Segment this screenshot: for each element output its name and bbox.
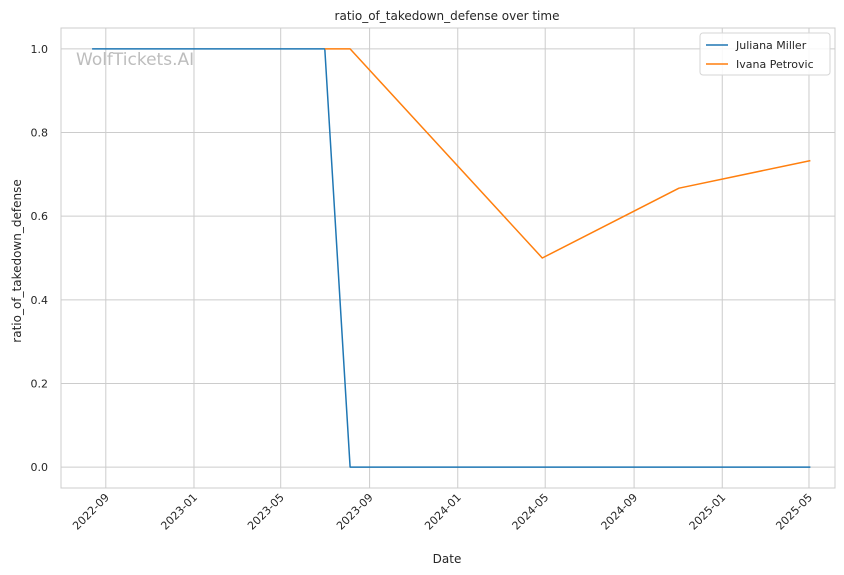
x-tick-label: 2024-09 [599,491,641,533]
legend: Juliana Miller Ivana Petrovic [699,32,831,76]
chart-title: ratio_of_takedown_defense over time [335,9,560,23]
x-tick-label: 2024-01 [422,491,464,533]
x-tick-label: 2025-05 [773,491,815,533]
x-tick-label: 2023-05 [245,491,287,533]
y-tick-label: 0.0 [31,461,49,474]
y-tick-label: 1.0 [31,43,49,56]
y-tick-label: 0.6 [31,210,49,223]
y-tick-label: 0.8 [31,127,49,140]
x-tick-label: 2022-09 [70,491,112,533]
grid-lines [61,28,835,488]
x-tick-label: 2023-01 [158,491,200,533]
legend-label-1: Juliana Miller [735,39,807,52]
y-tick-label: 0.2 [31,377,49,390]
plot-area [60,27,836,489]
x-tick-label: 2023-09 [334,491,376,533]
y-axis-label: ratio_of_takedown_defense [10,179,24,342]
x-tick-label: 2024-05 [510,491,552,533]
legend-box [699,32,831,76]
series-line-1 [92,48,811,468]
legend-label-2: Ivana Petrovic [736,58,814,71]
y-tick-label: 0.4 [31,294,49,307]
x-tick-label: 2025-01 [687,491,729,533]
y-axis-ticks: 0.0 0.2 0.4 0.6 0.8 1.0 [31,43,49,474]
watermark: WolfTickets.AI [76,50,194,70]
series-lines [92,48,811,468]
x-axis-ticks: 2022-09 2023-01 2023-05 2023-09 2024-01 2024-… [70,491,815,533]
series-line-2 [324,48,811,259]
x-axis-label: Date [433,552,462,566]
